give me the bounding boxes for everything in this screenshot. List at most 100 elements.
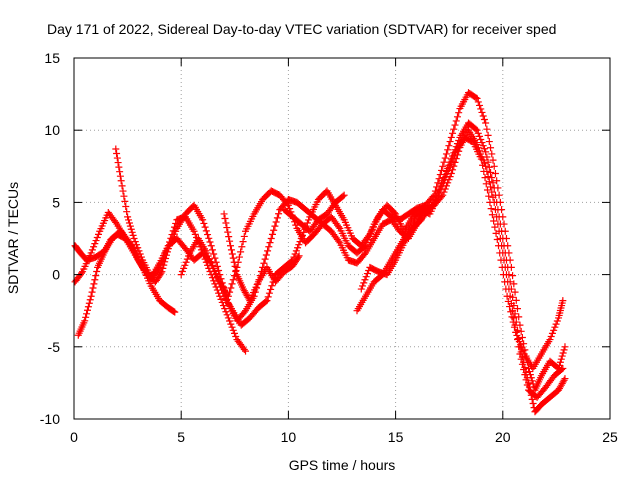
data-point [95, 230, 103, 238]
data-point [112, 145, 120, 153]
x-tick-label: 5 [177, 429, 185, 445]
data-point [487, 168, 495, 176]
data-point [483, 125, 491, 133]
data-point [450, 162, 458, 170]
data-point [220, 210, 228, 218]
data-point [513, 331, 521, 339]
data-point [491, 170, 499, 178]
data-point [268, 282, 276, 290]
data-point [550, 326, 558, 334]
data-point [235, 253, 243, 261]
data-point [357, 285, 365, 293]
data-point [548, 329, 556, 337]
data-point [263, 297, 271, 305]
data-point [455, 109, 463, 117]
data-point [510, 314, 518, 322]
data-point [555, 361, 563, 369]
data-point [124, 213, 132, 221]
data-point [438, 166, 446, 174]
data-point [451, 121, 459, 129]
data-point [129, 243, 137, 251]
data-point [510, 280, 518, 288]
data-point [116, 172, 124, 180]
data-point [515, 313, 523, 321]
x-axis-label: GPS time / hours [289, 457, 396, 473]
data-point [485, 192, 493, 200]
data-point [295, 241, 303, 249]
data-point [474, 144, 482, 152]
data-point [439, 191, 447, 199]
data-point [491, 223, 499, 231]
data-point [83, 306, 91, 314]
data-point [78, 269, 86, 277]
data-point [202, 227, 210, 235]
data-point [182, 258, 190, 266]
data-point [361, 276, 369, 284]
data-point [135, 247, 143, 255]
data-point [489, 156, 497, 164]
data-point [473, 141, 481, 149]
data-point [157, 269, 165, 277]
data-point [441, 154, 449, 162]
data-point [217, 295, 225, 303]
data-point [474, 129, 482, 137]
data-point [240, 308, 248, 316]
data-point [335, 223, 343, 231]
data-point [559, 349, 567, 357]
data-point [262, 298, 270, 306]
data-point [275, 210, 283, 218]
data-point [271, 222, 279, 230]
data-point [552, 320, 560, 328]
data-point [509, 272, 517, 280]
data-point [272, 218, 280, 226]
data-point [268, 230, 276, 238]
data-point [523, 381, 531, 389]
data-point [93, 268, 101, 276]
data-point [210, 268, 218, 276]
data-point [172, 219, 180, 227]
data-point [506, 292, 514, 300]
data-point [441, 185, 449, 193]
data-point [488, 188, 496, 196]
data-point [126, 222, 134, 230]
data-point [204, 231, 212, 239]
data-point [560, 346, 568, 354]
data-point [480, 145, 488, 153]
data-point [482, 119, 490, 127]
data-point [210, 250, 218, 258]
data-point [190, 227, 198, 235]
data-point [223, 224, 231, 232]
data-point [229, 326, 237, 334]
data-point [200, 219, 208, 227]
series-s6 [220, 210, 303, 305]
data-point [560, 376, 568, 384]
x-tick-label: 15 [388, 429, 404, 445]
data-point [131, 238, 139, 246]
data-point [489, 179, 497, 187]
data-point [501, 263, 509, 271]
data-point [227, 284, 235, 292]
data-point [561, 375, 569, 383]
plot-frame [73, 57, 611, 420]
data-point [449, 154, 457, 162]
data-point [495, 227, 503, 235]
y-tick-label: 0 [52, 267, 60, 283]
data-point [478, 153, 486, 161]
data-point [118, 182, 126, 190]
data-point [446, 173, 454, 181]
data-point [286, 205, 294, 213]
data-point [207, 258, 215, 266]
data-point [240, 345, 248, 353]
data-point [92, 272, 100, 280]
data-point [125, 219, 133, 227]
data-point [558, 365, 566, 373]
data-point [177, 271, 185, 279]
data-point [303, 219, 311, 227]
data-point [453, 151, 461, 159]
data-point [472, 94, 480, 102]
data-point [87, 249, 95, 257]
grid-lines [74, 58, 610, 419]
data-point [264, 247, 272, 255]
data-point [159, 264, 167, 272]
